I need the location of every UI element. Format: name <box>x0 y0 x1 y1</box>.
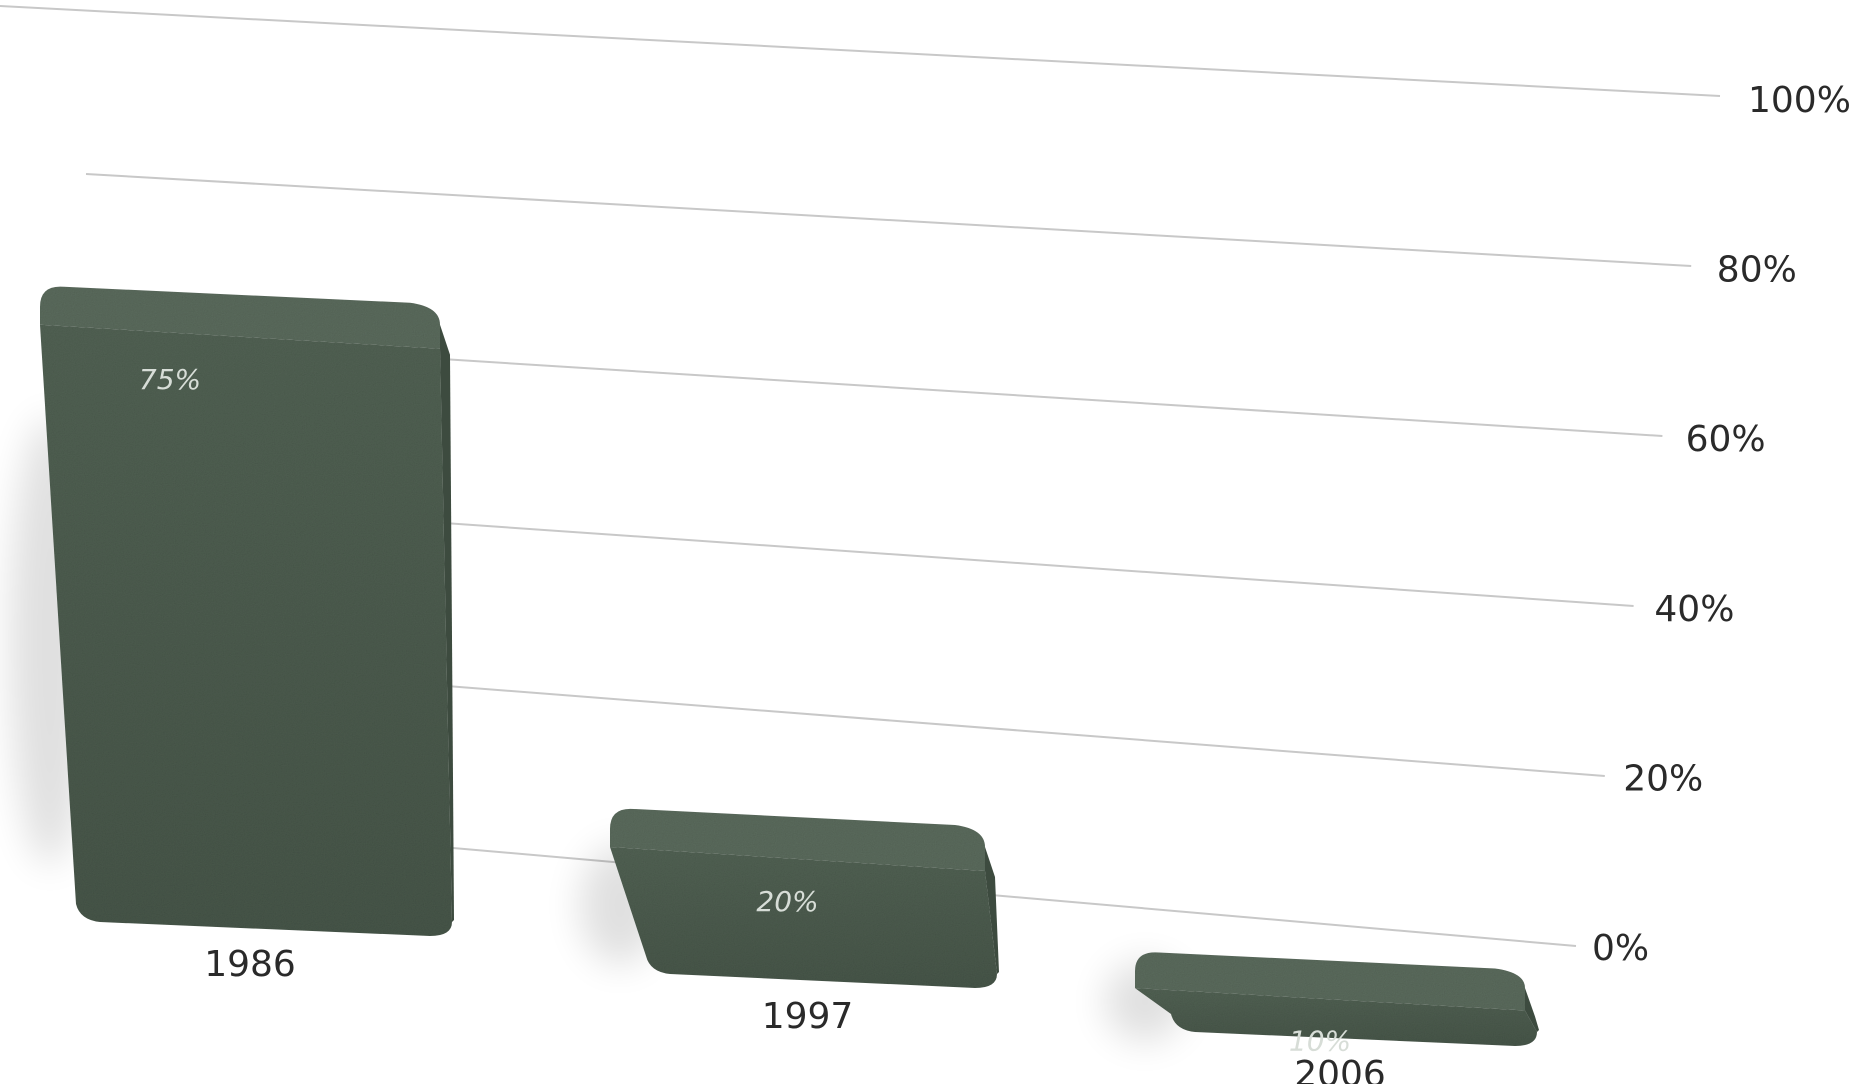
gridline-20 <box>343 677 1605 777</box>
bar-top-2006 <box>1135 952 1525 1011</box>
x-tick-label-1986: 1986 <box>204 944 296 985</box>
bar-side-2006 <box>1525 988 1539 1032</box>
bar-top-1986 <box>40 286 440 349</box>
y-tick-label-40: 40% <box>1654 589 1734 630</box>
y-tick-label-80: 80% <box>1717 250 1797 291</box>
bar-front-2006 <box>1135 988 1537 1046</box>
bar-side-1986 <box>440 324 454 922</box>
bar-top-1997 <box>610 808 985 871</box>
bar-1997 <box>610 808 999 988</box>
bar-side-1997 <box>985 847 999 974</box>
gridline-40 <box>257 509 1634 607</box>
x-tick-label-2006: 2006 <box>1294 1054 1386 1084</box>
x-tick-label-1997: 1997 <box>762 996 854 1037</box>
bar-front-1997 <box>610 847 997 988</box>
y-tick-label-100: 100% <box>1748 80 1850 121</box>
labels: 0% 20% 40% 60% 80% 100% 75% 1986 20% 1997 10%2006 <box>139 80 1850 1084</box>
gridline-100 <box>0 5 1721 97</box>
y-tick-label-20: 20% <box>1623 758 1703 799</box>
data-label-2006: 10% <box>1289 1025 1351 1058</box>
bars <box>40 286 1539 1046</box>
gridline-80 <box>85 173 1692 267</box>
data-label-1986: 75% <box>139 363 201 396</box>
data-label-1997: 20% <box>756 885 818 918</box>
bar-2006 <box>1135 952 1539 1046</box>
bar-front-1986 <box>40 324 452 936</box>
y-tick-label-60: 60% <box>1686 419 1766 460</box>
y-tick-label-0: 0% <box>1592 928 1649 969</box>
bar-1986 <box>40 286 454 936</box>
